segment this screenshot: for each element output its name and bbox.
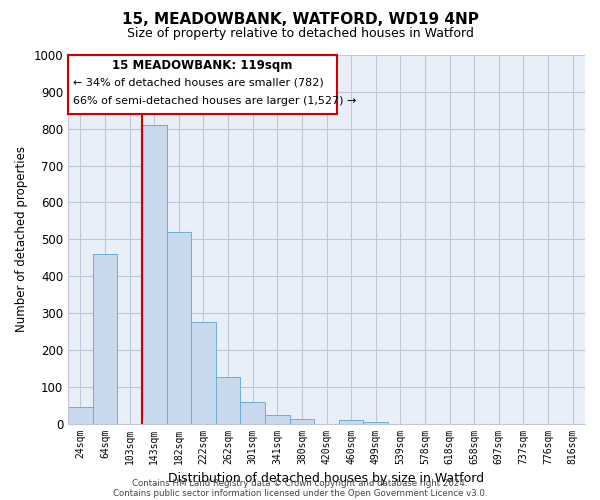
Bar xyxy=(339,420,364,424)
Bar xyxy=(216,378,241,424)
Bar xyxy=(241,402,265,423)
Bar xyxy=(290,419,314,424)
Text: 15, MEADOWBANK, WATFORD, WD19 4NP: 15, MEADOWBANK, WATFORD, WD19 4NP xyxy=(122,12,478,28)
Bar xyxy=(364,422,388,424)
Bar xyxy=(92,254,117,424)
FancyBboxPatch shape xyxy=(68,55,337,114)
Y-axis label: Number of detached properties: Number of detached properties xyxy=(15,146,28,332)
Bar xyxy=(265,416,290,424)
Text: Size of property relative to detached houses in Watford: Size of property relative to detached ho… xyxy=(127,28,473,40)
Bar xyxy=(142,125,167,424)
Text: Contains HM Land Registry data © Crown copyright and database right 2024.: Contains HM Land Registry data © Crown c… xyxy=(132,478,468,488)
Bar xyxy=(68,406,92,424)
Text: Contains public sector information licensed under the Open Government Licence v3: Contains public sector information licen… xyxy=(113,488,487,498)
Text: 66% of semi-detached houses are larger (1,527) →: 66% of semi-detached houses are larger (… xyxy=(73,96,356,106)
X-axis label: Distribution of detached houses by size in Watford: Distribution of detached houses by size … xyxy=(169,472,485,485)
Bar xyxy=(167,232,191,424)
Text: ← 34% of detached houses are smaller (782): ← 34% of detached houses are smaller (78… xyxy=(73,77,324,87)
Text: 15 MEADOWBANK: 119sqm: 15 MEADOWBANK: 119sqm xyxy=(112,58,293,71)
Bar xyxy=(191,322,216,424)
